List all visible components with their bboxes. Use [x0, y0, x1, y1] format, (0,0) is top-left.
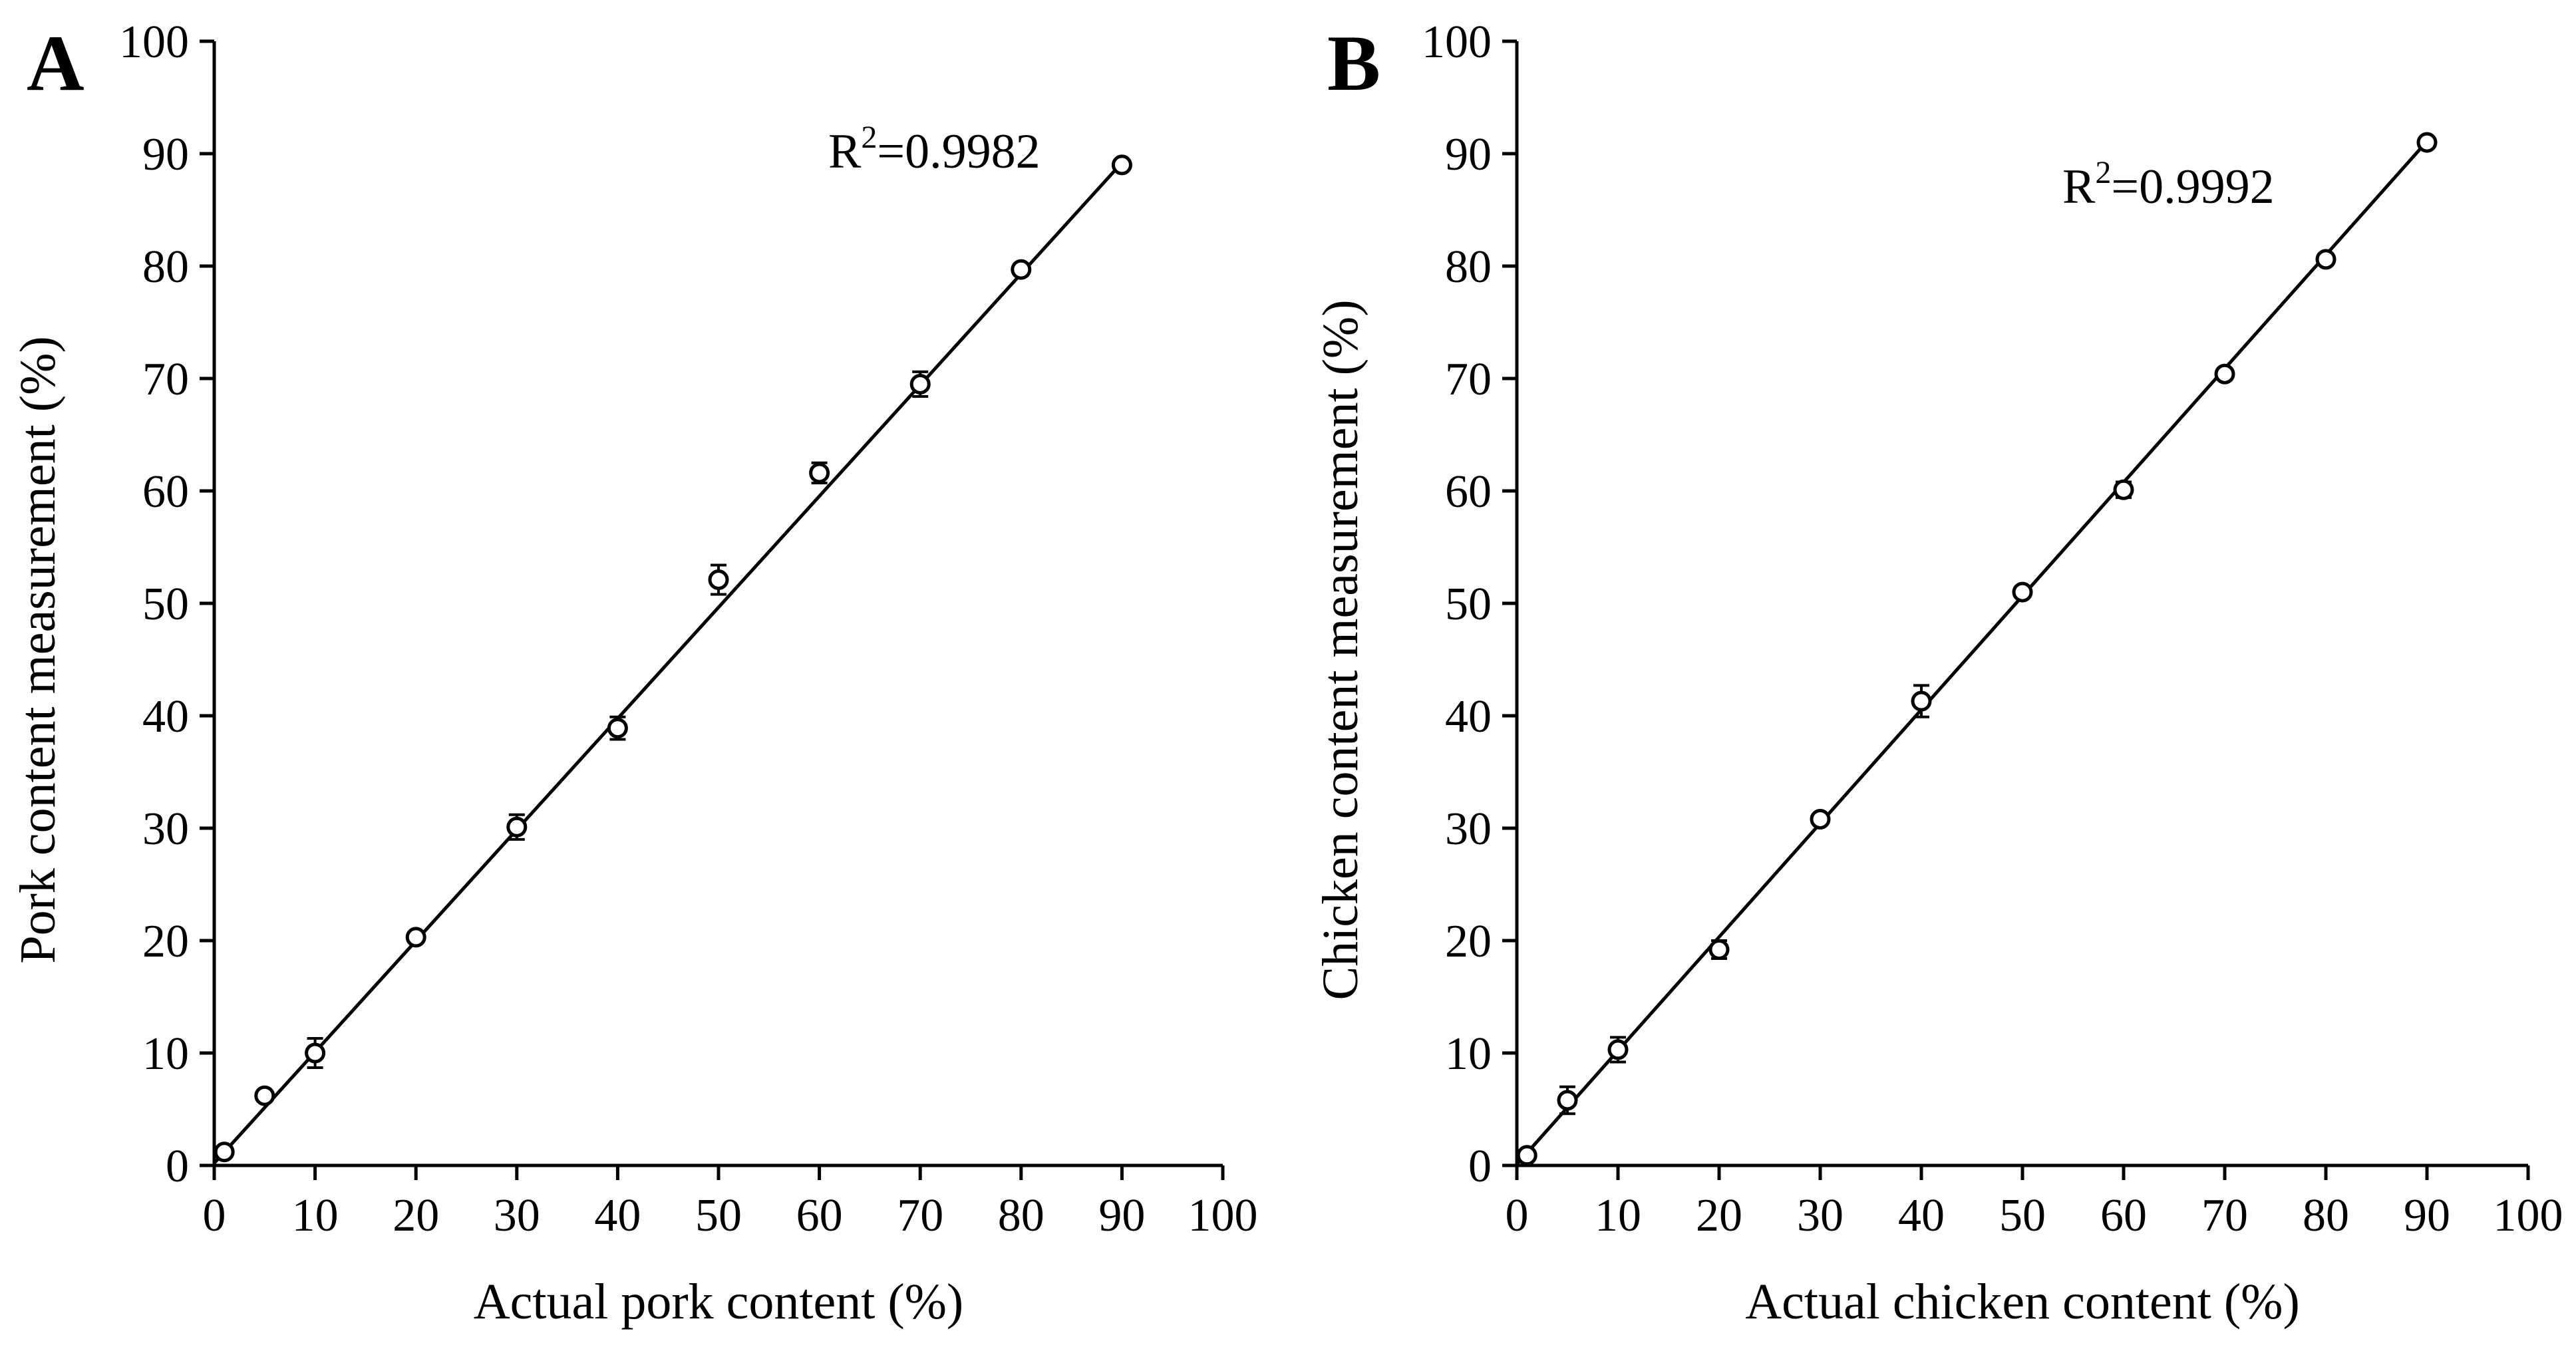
data-point — [305, 1042, 326, 1064]
x-tick-label: 10 — [1595, 1190, 1641, 1241]
y-tick-label: 70 — [1445, 354, 1492, 405]
r-squared-value: =0.9982 — [877, 124, 1040, 179]
data-point — [2214, 363, 2235, 384]
y-tick-label: 70 — [142, 354, 189, 405]
y-tick-label: 0 — [1468, 1141, 1492, 1192]
x-tick-label: 40 — [594, 1190, 641, 1241]
x-tick-label: 60 — [796, 1190, 843, 1241]
panel-b: 0 10 20 30 40 50 60 70 80 90 100 0 10 20 30 40 50 60 70 80 9… — [1313, 17, 2563, 1330]
data-point — [2012, 581, 2033, 603]
y-tick-label: 30 — [142, 804, 189, 855]
x-tick-label: 50 — [1999, 1190, 2046, 1241]
r-squared-prefix: R — [828, 124, 862, 179]
data-point — [2113, 479, 2134, 500]
x-tick-label: 0 — [1506, 1190, 1529, 1241]
data-point — [1557, 1090, 1578, 1111]
x-tick-label: 40 — [1898, 1190, 1945, 1241]
x-tick-label: 30 — [1797, 1190, 1844, 1241]
data-point — [909, 373, 931, 394]
y-tick-label: 30 — [1445, 804, 1492, 855]
y-tick-label: 50 — [1445, 579, 1492, 630]
data-point — [1911, 690, 1932, 712]
x-tick-label: 80 — [998, 1190, 1045, 1241]
x-tick-label: 20 — [1696, 1190, 1742, 1241]
x-tick-label: 50 — [695, 1190, 742, 1241]
y-tick-label: 10 — [1445, 1028, 1492, 1080]
panel-a: 0 10 20 30 40 50 60 70 80 90 100 0 10 20 30 40 50 60 70 80 9… — [10, 17, 1258, 1330]
x-tick-label: 70 — [897, 1190, 943, 1241]
data-point — [2416, 132, 2438, 153]
data-point — [405, 927, 426, 948]
r-squared-prefix: R — [2062, 160, 2096, 214]
r-squared-superscript: 2 — [861, 120, 877, 155]
data-point — [1111, 154, 1132, 176]
data-point — [1011, 259, 1032, 280]
x-tick-label: 100 — [1188, 1190, 1258, 1241]
y-tick-label: 10 — [142, 1028, 189, 1080]
data-point — [1810, 808, 1831, 830]
y-tick-label: 80 — [1445, 241, 1492, 293]
x-tick-label: 60 — [2100, 1190, 2147, 1241]
x-tick-label: 90 — [1098, 1190, 1145, 1241]
x-tick-label: 0 — [203, 1190, 226, 1241]
y-tick-label: 20 — [1445, 916, 1492, 967]
y-axis-title: Chicken content measurement (%) — [1313, 299, 1368, 1000]
data-point — [214, 1141, 235, 1163]
y-tick-label: 100 — [119, 17, 189, 68]
y-tick-label: 60 — [142, 466, 189, 518]
y-tick-label: 80 — [142, 241, 189, 293]
y-tick-label: 100 — [1422, 17, 1492, 68]
y-tick-label: 20 — [142, 916, 189, 967]
y-tick-label: 50 — [142, 579, 189, 630]
x-tick-label: 90 — [2404, 1190, 2450, 1241]
r-squared-label: R2=0.9982 — [828, 120, 1041, 179]
x-axis-title: Actual chicken content (%) — [1745, 1274, 2300, 1330]
data-point — [607, 718, 628, 739]
y-axis-title: Pork content measurement (%) — [10, 336, 66, 963]
y-tick-label: 90 — [1445, 129, 1492, 180]
panel-label: B — [1327, 19, 1380, 107]
x-tick-label: 20 — [393, 1190, 439, 1241]
y-tick-label: 0 — [166, 1141, 189, 1192]
data-point — [1516, 1145, 1537, 1166]
x-tick-label: 100 — [2494, 1190, 2563, 1241]
regression-line — [1516, 140, 2428, 1165]
y-tick-label: 90 — [142, 129, 189, 180]
x-tick-label: 30 — [494, 1190, 540, 1241]
r-squared-label: R2=0.9992 — [2062, 155, 2275, 214]
data-point — [1708, 939, 1730, 961]
data-point — [506, 816, 528, 837]
panel-label: A — [27, 19, 84, 107]
y-tick-label: 40 — [1445, 691, 1492, 742]
data-point — [254, 1085, 275, 1106]
y-tick-label: 60 — [1445, 466, 1492, 518]
r-squared-value: =0.9992 — [2111, 160, 2274, 214]
data-point — [1607, 1039, 1629, 1060]
x-tick-label: 70 — [2201, 1190, 2248, 1241]
x-axis-title: Actual pork content (%) — [474, 1274, 964, 1330]
x-tick-label: 10 — [292, 1190, 339, 1241]
r-squared-superscript: 2 — [2095, 155, 2111, 190]
x-tick-label: 80 — [2303, 1190, 2349, 1241]
data-point — [2315, 249, 2336, 270]
regression-line — [213, 161, 1124, 1165]
data-point — [809, 462, 830, 484]
data-point — [708, 569, 729, 591]
y-tick-label: 40 — [142, 691, 189, 742]
